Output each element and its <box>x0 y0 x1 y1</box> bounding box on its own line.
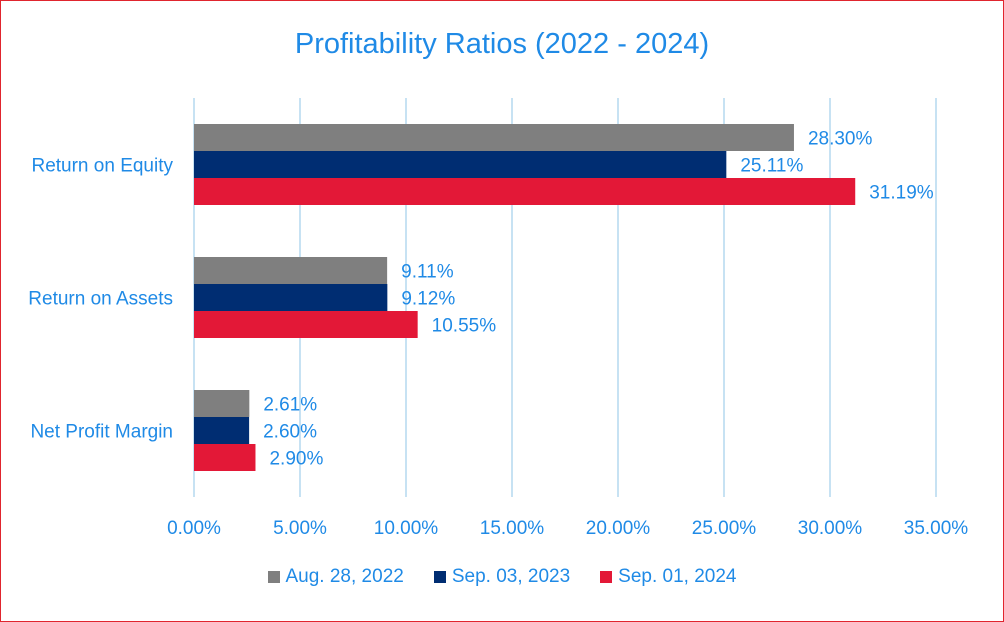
bar <box>194 178 856 205</box>
bar <box>194 257 388 284</box>
legend-label-2022: Aug. 28, 2022 <box>285 566 404 587</box>
bar <box>194 444 256 471</box>
legend-item-2024: Sep. 01, 2024 <box>600 566 736 588</box>
x-tick-label: 25.00% <box>692 518 757 539</box>
bar <box>194 390 250 417</box>
bar <box>194 311 418 338</box>
x-tick-label: 20.00% <box>586 518 651 539</box>
bar <box>194 284 388 311</box>
data-label: 9.12% <box>401 289 455 310</box>
category-label: Return on Assets <box>28 289 173 310</box>
x-tick-label: 10.00% <box>374 518 439 539</box>
x-tick-label: 30.00% <box>798 518 863 539</box>
legend-swatch-2024 <box>600 571 613 583</box>
x-tick-label: 15.00% <box>480 518 545 539</box>
data-label: 2.60% <box>263 422 317 443</box>
data-label: 9.11% <box>401 262 454 283</box>
legend-swatch-2022 <box>267 571 280 583</box>
data-label: 31.19% <box>869 183 934 204</box>
x-tick-label: 0.00% <box>167 518 221 539</box>
data-label: 28.30% <box>808 129 873 150</box>
legend-item-2023: Sep. 03, 2023 <box>433 566 571 588</box>
legend-item-2022: Aug. 28, 2022 <box>267 566 404 588</box>
chart-title: Profitability Ratios (2022 - 2024) <box>294 28 710 60</box>
category-label: Return on Equity <box>31 156 173 177</box>
bar <box>194 151 727 178</box>
x-tick-label: 5.00% <box>273 518 327 539</box>
data-label: 2.61% <box>263 395 317 416</box>
category-label: Net Profit Margin <box>30 422 173 443</box>
chart-legend: Aug. 28, 2022 Sep. 03, 2023 Sep. 01, 202… <box>0 566 1004 588</box>
data-label: 10.55% <box>432 316 497 337</box>
legend-label-2024: Sep. 01, 2024 <box>618 566 737 587</box>
legend-label-2023: Sep. 03, 2023 <box>451 566 571 587</box>
data-label: 2.90% <box>269 449 323 470</box>
bar <box>194 124 794 151</box>
bar <box>194 417 250 444</box>
legend-swatch-2023 <box>433 571 446 583</box>
x-tick-label: 35.00% <box>904 518 969 539</box>
data-label: 25.11% <box>740 156 803 177</box>
